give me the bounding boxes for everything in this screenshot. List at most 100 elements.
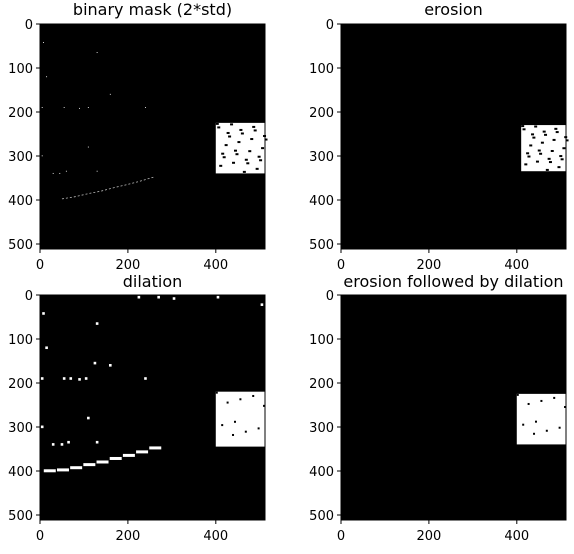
- x-tick-label: 200: [416, 529, 441, 544]
- y-tick-label: 300: [8, 150, 33, 165]
- mask-hole: [550, 149, 554, 152]
- foreground-layer: [40, 295, 266, 473]
- noise-dot: [59, 172, 61, 174]
- x-axis: 0 200 400: [337, 249, 529, 273]
- noise-dot: [79, 107, 81, 109]
- y-tick-label: 300: [309, 421, 334, 436]
- mask-hole: [540, 141, 544, 144]
- arc-segment: [43, 469, 56, 473]
- noise-dot: [93, 361, 97, 365]
- mask-hole: [252, 394, 255, 397]
- mask-hole: [257, 155, 261, 158]
- noise-dot: [87, 146, 89, 148]
- y-tick-label: 100: [309, 62, 334, 77]
- mask-hole: [221, 152, 225, 155]
- mask-hole: [564, 406, 567, 409]
- mask-hole: [535, 160, 539, 163]
- panel-erosion-followed-by-dilation: erosion followed by dilation 0 200 400 0…: [309, 272, 567, 544]
- arc-segment: [149, 446, 162, 450]
- arc-segment: [70, 466, 83, 470]
- x-tick-label: 400: [203, 258, 228, 273]
- mask-hole: [222, 156, 226, 159]
- noise-dot: [41, 155, 43, 157]
- mask-hole: [226, 131, 230, 134]
- mask-hole: [524, 163, 528, 166]
- foreground-blob: [516, 393, 566, 445]
- y-tick-label: 500: [309, 509, 334, 524]
- y-tick-label: 100: [8, 62, 33, 77]
- mask-hole: [263, 404, 266, 407]
- arc-segment: [136, 450, 149, 454]
- foreground-blob: [215, 391, 265, 447]
- arc-segment: [83, 463, 96, 467]
- mask-hole: [217, 126, 221, 129]
- mask-hole: [244, 158, 248, 161]
- noise-dot: [84, 377, 88, 380]
- panel-dilation: dilation 0 200 400 0 100 200 300 400 500: [8, 272, 266, 544]
- y-tick-label: 0: [326, 289, 334, 304]
- mask-hole: [244, 430, 247, 433]
- noise-dot: [109, 364, 112, 367]
- y-tick-label: 200: [8, 106, 33, 121]
- mask-hole: [516, 393, 519, 396]
- noise-dot: [42, 312, 45, 315]
- mask-hole: [537, 149, 541, 152]
- mask-hole: [259, 159, 263, 162]
- mask-hole: [529, 144, 533, 147]
- mask-hole: [522, 423, 525, 426]
- foreground-layer: [516, 393, 567, 445]
- mask-hole: [242, 170, 246, 173]
- mask-hole: [532, 136, 536, 139]
- y-tick-label: 0: [25, 18, 33, 33]
- noise-dot: [62, 377, 66, 380]
- x-axis: 0 200 400: [36, 249, 228, 273]
- x-tick-label: 0: [337, 529, 345, 544]
- mask-hole: [235, 153, 239, 156]
- axes-frame: [39, 23, 266, 250]
- mask-hole: [215, 391, 218, 394]
- mask-hole: [250, 138, 254, 141]
- y-axis: 0 100 200 300 400 500: [309, 18, 341, 253]
- mask-hole: [226, 401, 229, 404]
- x-tick-label: 0: [337, 258, 345, 273]
- mask-hole: [534, 125, 538, 128]
- mask-hole: [224, 144, 228, 147]
- noise-dot: [216, 295, 220, 299]
- noise-dot: [43, 42, 44, 43]
- mask-hole: [233, 420, 236, 423]
- x-tick-label: 0: [36, 529, 44, 544]
- foreground-blob: [215, 122, 265, 174]
- y-tick-label: 400: [309, 465, 334, 480]
- noise-dot: [67, 440, 70, 444]
- y-axis: 0 100 200 300 400 500: [8, 289, 40, 524]
- y-tick-label: 400: [309, 194, 334, 209]
- noise-dot: [260, 303, 264, 306]
- noise-dot: [45, 346, 48, 350]
- axes-frame: [340, 294, 567, 521]
- mask-hole: [531, 133, 535, 136]
- arc-segment: [56, 468, 69, 472]
- mask-hole: [539, 152, 543, 155]
- x-tick-label: 200: [115, 529, 140, 544]
- axes-frame: [340, 23, 567, 250]
- noise-dot: [95, 322, 99, 325]
- noise-dot: [87, 416, 90, 420]
- mask-hole: [248, 150, 252, 153]
- y-tick-label: 100: [309, 333, 334, 348]
- y-tick-label: 100: [8, 333, 33, 348]
- mask-hole: [553, 396, 556, 399]
- mask-hole: [264, 138, 268, 141]
- noise-dot: [65, 170, 67, 172]
- mask-hole: [232, 433, 235, 436]
- noise-dot: [96, 52, 98, 54]
- noise-dot: [51, 443, 55, 446]
- mask-hole: [246, 162, 250, 165]
- noise-dot: [144, 377, 147, 380]
- x-tick-label: 200: [115, 258, 140, 273]
- arc-segment: [109, 456, 122, 460]
- y-tick-label: 500: [8, 509, 33, 524]
- x-axis: 0 200 400: [36, 520, 228, 544]
- mask-hole: [562, 147, 566, 150]
- y-tick-label: 200: [309, 106, 334, 121]
